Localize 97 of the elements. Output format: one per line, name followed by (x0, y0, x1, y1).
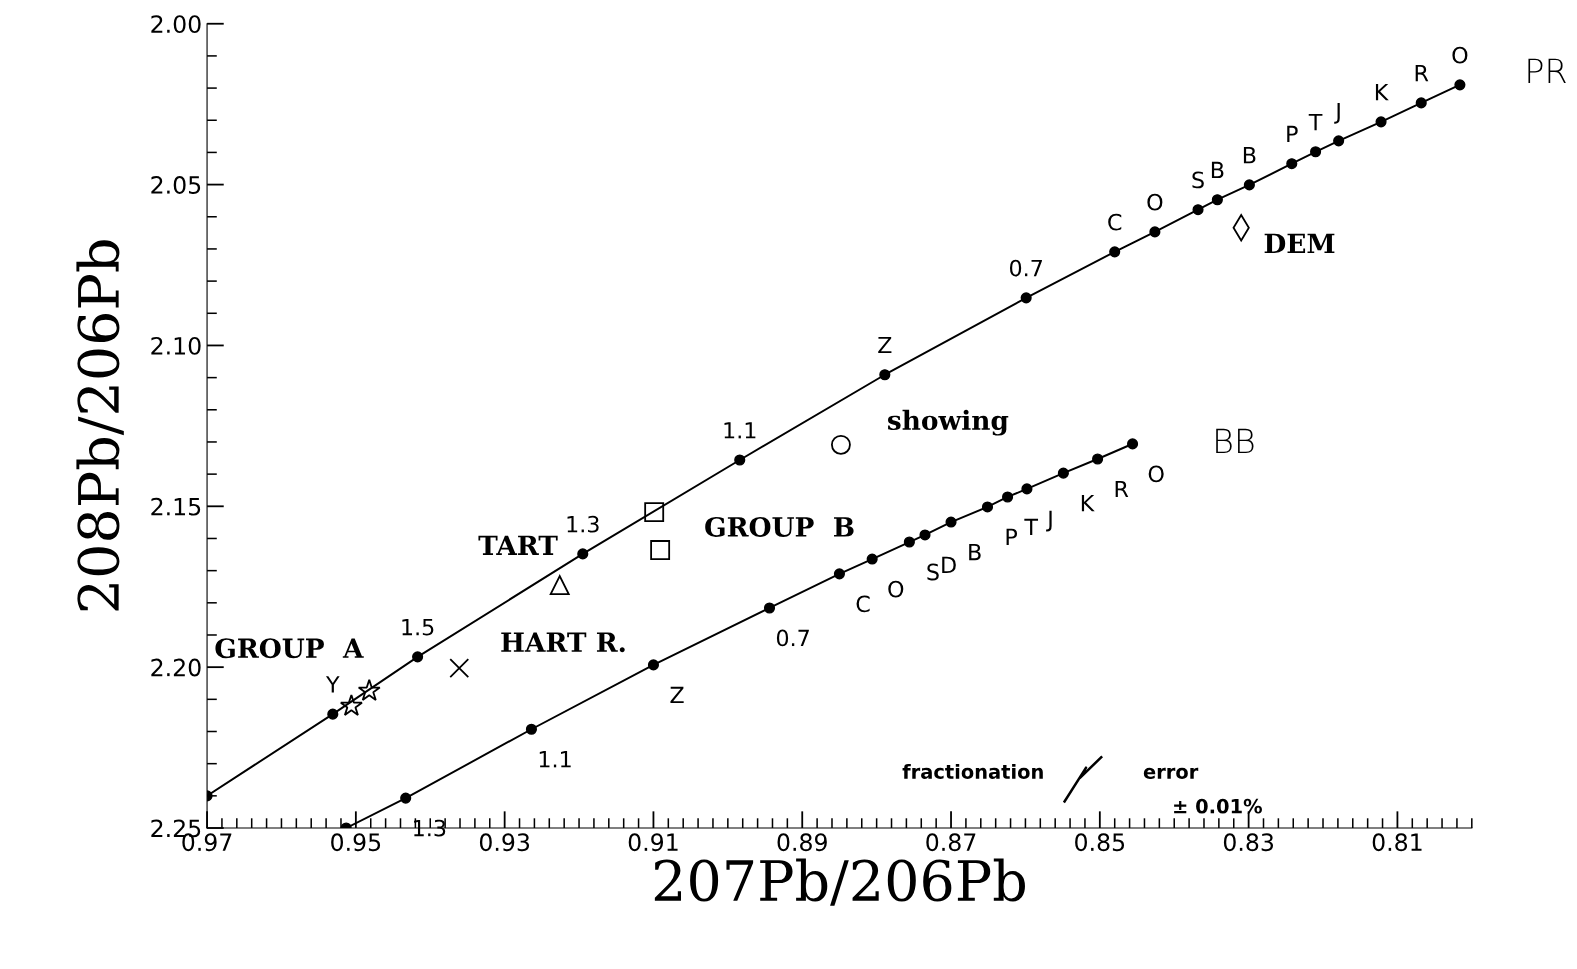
annotation: D (942, 556, 956, 574)
point (1243, 179, 1255, 191)
annotation: R (1115, 480, 1129, 498)
x-tick-label: 0.87 (926, 833, 976, 852)
point (647, 659, 660, 671)
annotation: 1.1 (724, 422, 756, 439)
point (763, 602, 776, 614)
annotation: showing (887, 409, 1009, 436)
point (400, 792, 412, 804)
annotation: J (1334, 102, 1340, 124)
annotation: GROUP A (215, 638, 364, 659)
annotation: HART R. (501, 632, 625, 653)
point (339, 694, 363, 716)
point (1021, 483, 1033, 495)
point (879, 369, 891, 381)
annotation: Z (878, 336, 892, 354)
annotation: T (1024, 518, 1039, 536)
y-tick-label: 2.05 (151, 176, 201, 194)
x-tick-label: 0.85 (1075, 833, 1125, 852)
annotation: 1.5 (402, 619, 434, 636)
annotation: ± 0.01% (1174, 798, 1262, 814)
annotation: K (1081, 495, 1095, 512)
point (1002, 491, 1014, 503)
point (525, 723, 537, 735)
annotation: O (888, 580, 904, 598)
point (1149, 226, 1161, 238)
point (549, 575, 570, 596)
annotation: error (1143, 767, 1199, 779)
annotation: 0.7 (1009, 259, 1042, 277)
y-tick-label: 2.10 (151, 336, 201, 355)
point (1310, 146, 1322, 158)
y-tick-label: 2.15 (151, 497, 201, 516)
annotation: O (1452, 46, 1468, 64)
point (1057, 467, 1069, 479)
point (919, 529, 931, 541)
point (1020, 292, 1032, 304)
annotation: fractionation (902, 763, 1043, 779)
point (1192, 204, 1204, 216)
x-tick-label: 0.91 (628, 833, 678, 852)
x-tick-label: 0.89 (777, 833, 827, 852)
annotation: Z (670, 686, 684, 703)
annotation: T (1308, 113, 1323, 131)
point (1454, 79, 1466, 91)
point (577, 548, 589, 560)
annotation: 0.7 (776, 629, 809, 647)
y-tick-label: 2.00 (151, 15, 201, 34)
annotation: PR (1528, 58, 1566, 83)
annotation: O (1147, 193, 1163, 211)
point (650, 540, 671, 560)
point (734, 454, 746, 466)
annotation: K (1375, 84, 1389, 101)
x-axis-title: 207Pb/206Pb (654, 858, 1025, 906)
point (1109, 246, 1121, 258)
point (981, 501, 994, 513)
x-tick-label: 0.83 (1223, 833, 1274, 852)
annotation: S (927, 563, 939, 581)
annotation: 1.3 (567, 515, 599, 533)
annotation: P (1287, 125, 1298, 143)
annotation: B (1211, 161, 1224, 179)
point (1333, 135, 1345, 147)
annotation: Y (325, 676, 340, 693)
point (866, 553, 878, 565)
annotation: C (1108, 213, 1122, 231)
annotation: GROUP B (705, 516, 854, 537)
annotation: B (1243, 147, 1256, 164)
annotation: C (856, 595, 870, 613)
point (903, 536, 915, 548)
x-tick-label: 0.81 (1372, 833, 1422, 852)
point (1092, 453, 1104, 465)
point (1127, 438, 1139, 450)
annotation: 1.3 (414, 819, 446, 837)
y-tick-label: 2.20 (151, 658, 201, 677)
point (945, 516, 957, 528)
x-tick-label: 0.95 (331, 833, 381, 852)
point (449, 658, 470, 679)
annotation: O (1148, 465, 1164, 483)
point (412, 651, 424, 663)
point (833, 568, 845, 580)
annotation: 1.1 (539, 751, 571, 768)
point (1211, 194, 1223, 206)
annotation: DEM (1264, 233, 1335, 254)
annotation: BB (1216, 428, 1254, 454)
annotation: S (1192, 171, 1204, 189)
annotation: R (1415, 65, 1429, 82)
point (1415, 97, 1427, 109)
annotation: B (969, 543, 981, 561)
point (644, 502, 665, 523)
point (1286, 158, 1298, 170)
point (357, 678, 381, 701)
annotation: J (1046, 510, 1052, 532)
point (327, 708, 339, 720)
point (1375, 116, 1387, 128)
x-tick-label: 0.93 (479, 833, 530, 852)
y-axis-title: 208Pb/206Pb (76, 240, 124, 611)
annotation: TART (478, 535, 558, 555)
point (830, 434, 851, 455)
annotation: P (1006, 528, 1018, 546)
